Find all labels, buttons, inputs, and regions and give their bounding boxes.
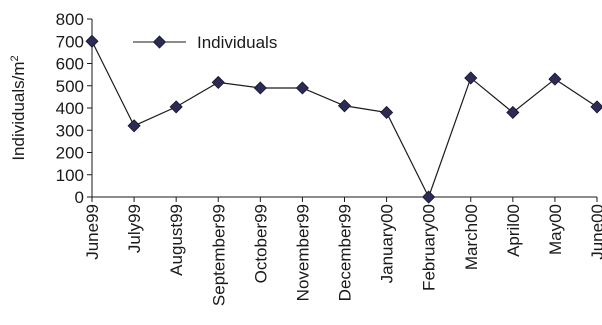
y-axis-title-superscript: 2 (9, 55, 21, 61)
y-axis-title: Individuals/m2 (9, 55, 28, 160)
data-point-marker (548, 72, 562, 86)
legend-diamond-marker (152, 35, 167, 49)
data-point-marker (464, 71, 478, 85)
x-ticks: June99 July99 August99 September99 October99… (83, 197, 602, 306)
data-point-marker (127, 119, 141, 133)
series-line (91, 40, 598, 199)
x-tick-label: May00 (546, 204, 565, 255)
x-tick-label: April00 (504, 204, 523, 257)
y-tick-label: 800 (56, 10, 84, 29)
x-tick-label: December99 (336, 204, 355, 301)
y-tick-label: 0 (75, 188, 84, 207)
data-point-marker (506, 105, 520, 120)
x-tick-label: September99 (209, 204, 228, 306)
data-point-marker (590, 100, 602, 114)
data-point-marker (253, 81, 267, 95)
y-tick-label: 400 (56, 99, 84, 118)
data-point-marker (211, 75, 225, 89)
x-tick-label: June99 (83, 204, 102, 260)
legend: Individuals (133, 33, 277, 52)
data-point-marker (337, 99, 352, 113)
data-point-marker (85, 34, 99, 48)
y-tick-label: 600 (56, 55, 84, 74)
x-tick-label: July99 (125, 204, 144, 253)
y-axis-title-text: Individuals/m (9, 61, 28, 160)
x-axis: June99 July99 August99 September99 October99… (83, 196, 602, 306)
x-tick-label: August99 (167, 204, 186, 276)
y-tick-label: 100 (56, 166, 84, 185)
data-point-marker (380, 105, 394, 120)
x-tick-label: June00 (588, 204, 602, 260)
data-point-marker (295, 81, 309, 95)
data-point-marker (169, 100, 183, 114)
y-tick-label: 700 (56, 32, 84, 51)
y-axis: 0 100 200 300 400 500 600 700 800 Individuals/m2 (9, 10, 93, 207)
x-tick-label: March00 (462, 204, 481, 270)
y-tick-label: 500 (56, 77, 84, 96)
y-ticks: 0 100 200 300 400 500 600 700 800 (56, 10, 92, 207)
y-tick-label: 200 (56, 144, 84, 163)
x-tick-label: February00 (420, 204, 439, 291)
series-layer (85, 34, 602, 204)
y-tick-label: 300 (56, 121, 84, 140)
x-tick-label: November99 (293, 204, 312, 301)
x-tick-label: January00 (378, 204, 397, 283)
legend-label: Individuals (197, 33, 277, 52)
data-point-marker (422, 190, 436, 204)
x-tick-label: October99 (251, 204, 270, 283)
